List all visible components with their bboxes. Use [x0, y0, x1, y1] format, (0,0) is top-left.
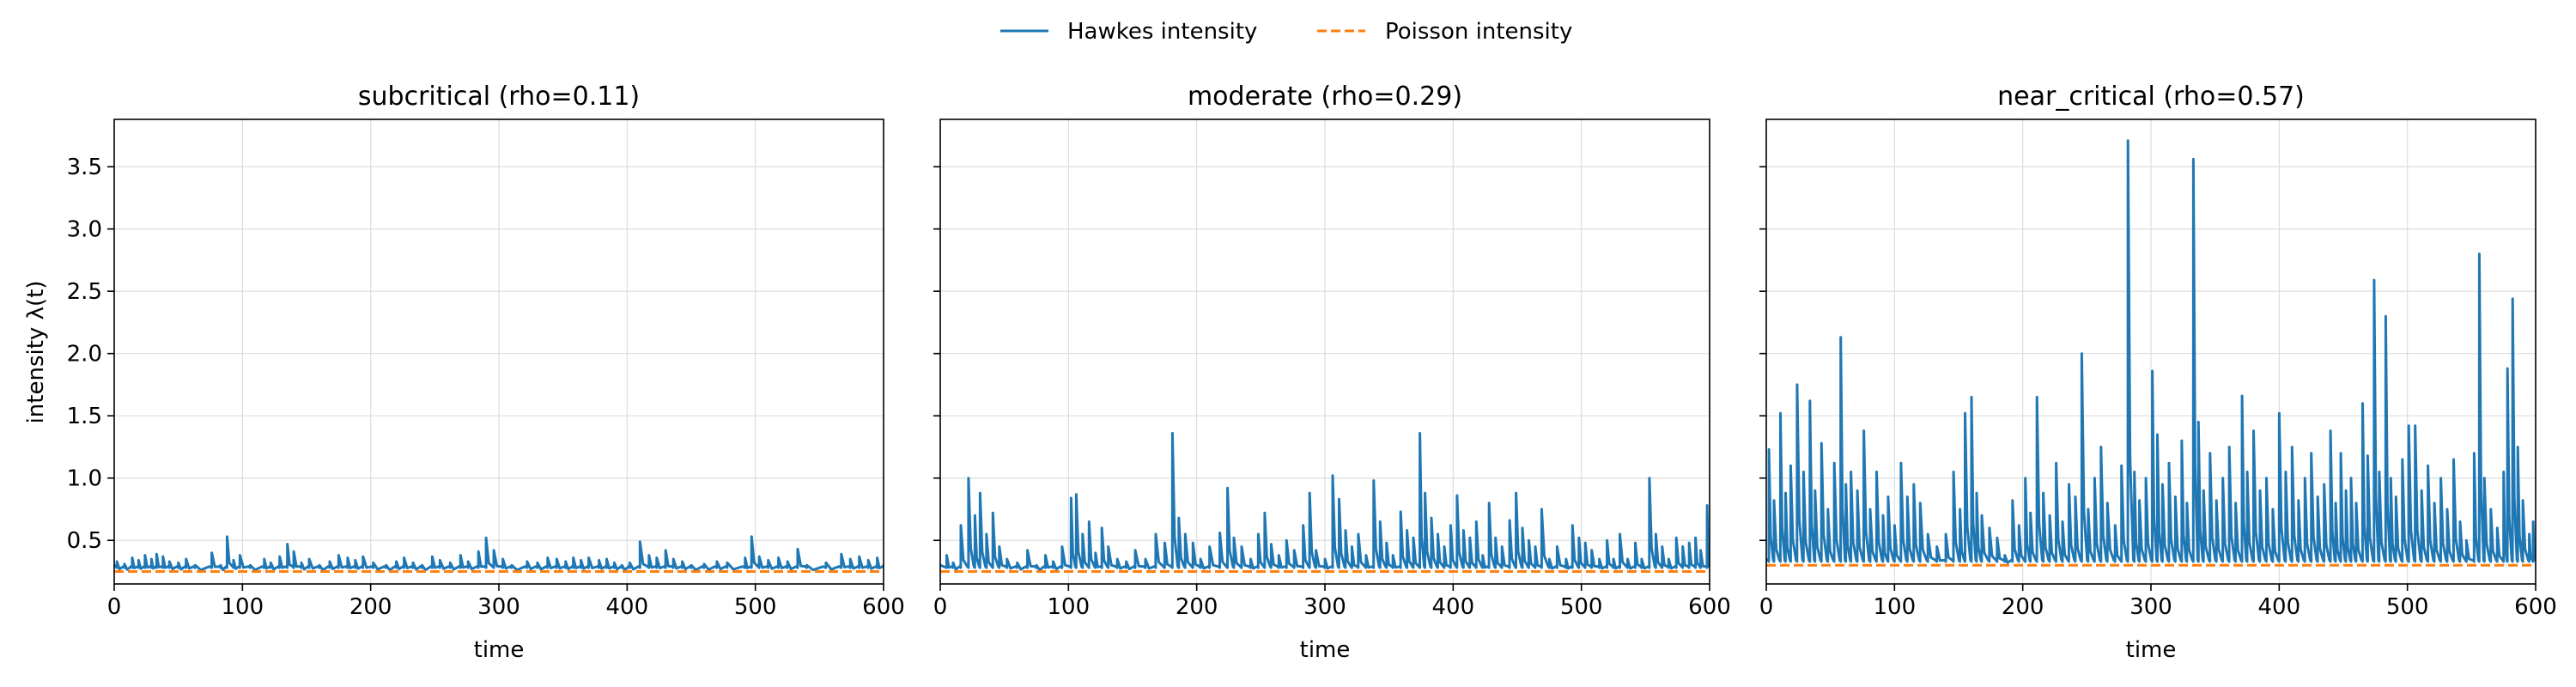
hawkes-intensity-line: [114, 535, 884, 572]
y-tick-label: 3.5: [67, 155, 102, 180]
x-tick-label: 300: [1303, 594, 1346, 620]
subplot-title: subcritical (rho=0.11): [358, 82, 640, 112]
subplot-near-critical: near_critical (rho=0.57) time 0 100 200 300…: [1759, 82, 2557, 663]
axes-frame: [939, 119, 1710, 585]
legend-hawkes-label: Hawkes intensity: [1067, 19, 1257, 45]
x-tick-label: 300: [477, 594, 520, 620]
x-tick-label: 100: [1874, 594, 1917, 620]
plot-area: [1765, 119, 2537, 585]
x-axis-label: time: [474, 637, 525, 663]
x-tick-label: 500: [1560, 594, 1603, 620]
x-axis-label: time: [2126, 637, 2177, 663]
axes-frame: [1765, 119, 2537, 585]
x-tick-label: 200: [1176, 594, 1218, 620]
x-tick-label: 500: [734, 594, 777, 620]
y-tick-label: 2.0: [67, 342, 102, 368]
legend: Hawkes intensity Poisson intensity: [1000, 19, 1572, 45]
series-group: [114, 535, 884, 573]
plot-area: [939, 119, 1710, 585]
x-tick-label: 600: [2514, 594, 2557, 620]
y-axis-label: intensity λ(t): [23, 281, 49, 424]
subplot-title: near_critical (rho=0.57): [1997, 82, 2305, 112]
y-tick-label: 3.0: [67, 217, 102, 243]
hawkes-intensity-line: [1766, 139, 2536, 564]
x-tick-label: 200: [349, 594, 392, 620]
x-tick-label: 500: [2386, 594, 2429, 620]
y-tick-label: 1.5: [67, 404, 102, 429]
axis-ticks: 0 100 200 300 400 500 600: [1759, 166, 2557, 620]
x-tick-label: 100: [222, 594, 264, 620]
subplot-title: moderate (rho=0.29): [1188, 82, 1462, 112]
x-tick-label: 0: [933, 594, 948, 620]
y-tick-label: 2.5: [67, 279, 102, 305]
x-axis-label: time: [1300, 637, 1351, 663]
subplot-moderate: moderate (rho=0.29) time 0 100 200 300 400 50…: [933, 82, 1731, 663]
x-tick-label: 400: [606, 594, 649, 620]
hawkes-intensity-line: [940, 432, 1710, 572]
series-group: [1766, 139, 2536, 567]
x-tick-label: 400: [1432, 594, 1475, 620]
axis-ticks: 0 100 200 300 400 500 600 0.5 1.0 1.5 2.0 2.5 3.0 3.5: [67, 155, 905, 620]
plot-area: [113, 119, 884, 585]
subplot-subcritical: subcritical (rho=0.11) time intensity λ(…: [23, 82, 905, 663]
x-tick-label: 300: [2129, 594, 2172, 620]
legend-poisson-label: Poisson intensity: [1385, 19, 1572, 45]
x-tick-label: 600: [862, 594, 905, 620]
x-tick-label: 200: [2002, 594, 2044, 620]
axes-frame: [113, 119, 884, 585]
x-tick-label: 100: [1048, 594, 1091, 620]
x-tick-label: 0: [1759, 594, 1774, 620]
x-tick-label: 0: [107, 594, 122, 620]
x-tick-label: 600: [1688, 594, 1731, 620]
y-tick-label: 0.5: [67, 528, 102, 554]
series-group: [940, 432, 1710, 573]
x-tick-label: 400: [2258, 594, 2301, 620]
y-tick-label: 1.0: [67, 466, 102, 492]
axis-ticks: 0 100 200 300 400 500 600: [933, 166, 1731, 620]
